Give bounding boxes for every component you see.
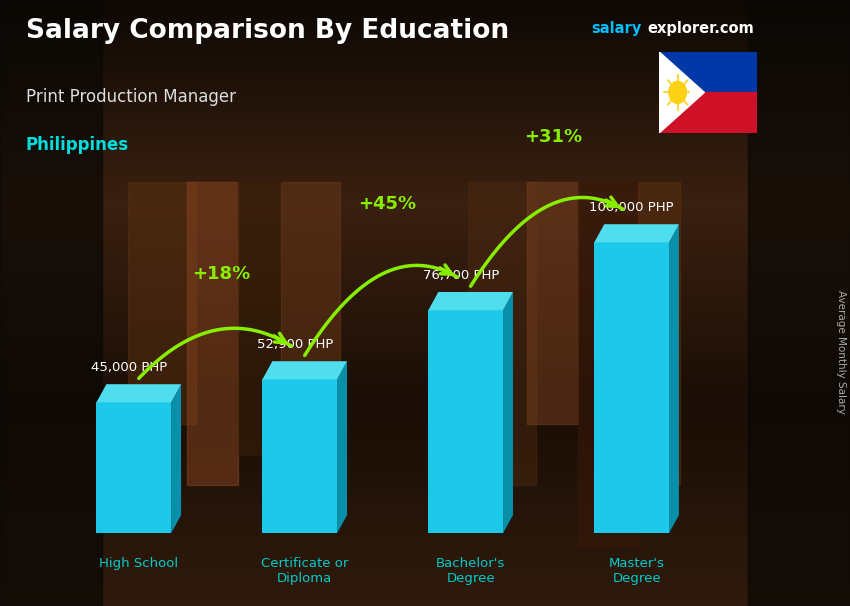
Text: Average Monthly Salary: Average Monthly Salary: [836, 290, 846, 413]
Text: +45%: +45%: [359, 196, 416, 213]
Text: salary: salary: [591, 21, 641, 36]
Circle shape: [662, 60, 667, 66]
Polygon shape: [503, 292, 513, 533]
Text: +18%: +18%: [193, 265, 251, 282]
Bar: [280, 182, 340, 515]
Polygon shape: [659, 52, 705, 133]
Polygon shape: [337, 361, 347, 533]
Bar: [128, 182, 196, 424]
Polygon shape: [263, 361, 347, 379]
Polygon shape: [96, 402, 171, 533]
Polygon shape: [594, 224, 679, 242]
Circle shape: [669, 81, 687, 104]
Text: Salary Comparison By Education: Salary Comparison By Education: [26, 18, 508, 44]
Text: Philippines: Philippines: [26, 136, 128, 155]
Text: explorer.com: explorer.com: [648, 21, 755, 36]
Polygon shape: [659, 92, 756, 133]
Text: Bachelor's
Degree: Bachelor's Degree: [436, 556, 505, 585]
Bar: [238, 182, 280, 454]
Polygon shape: [669, 224, 679, 533]
Bar: [578, 182, 638, 545]
Polygon shape: [428, 292, 513, 310]
Bar: [527, 182, 578, 424]
Polygon shape: [428, 310, 503, 533]
Text: +31%: +31%: [524, 128, 583, 145]
Polygon shape: [263, 379, 337, 533]
Text: Master's
Degree: Master's Degree: [609, 556, 665, 585]
Polygon shape: [659, 52, 756, 92]
Text: Print Production Manager: Print Production Manager: [26, 88, 235, 106]
Text: 45,000 PHP: 45,000 PHP: [92, 361, 167, 374]
Bar: [187, 182, 238, 485]
Text: 76,700 PHP: 76,700 PHP: [423, 269, 500, 282]
Text: 52,900 PHP: 52,900 PHP: [258, 338, 334, 351]
Polygon shape: [96, 384, 181, 402]
Circle shape: [662, 119, 667, 125]
Text: Certificate or
Diploma: Certificate or Diploma: [261, 556, 348, 585]
Polygon shape: [594, 242, 669, 533]
Text: High School: High School: [99, 556, 178, 570]
Circle shape: [690, 89, 695, 96]
Bar: [748, 0, 850, 606]
Polygon shape: [171, 384, 181, 533]
Bar: [468, 182, 536, 485]
Bar: [0, 0, 102, 606]
Text: 100,000 PHP: 100,000 PHP: [589, 201, 674, 214]
Bar: [638, 182, 680, 485]
